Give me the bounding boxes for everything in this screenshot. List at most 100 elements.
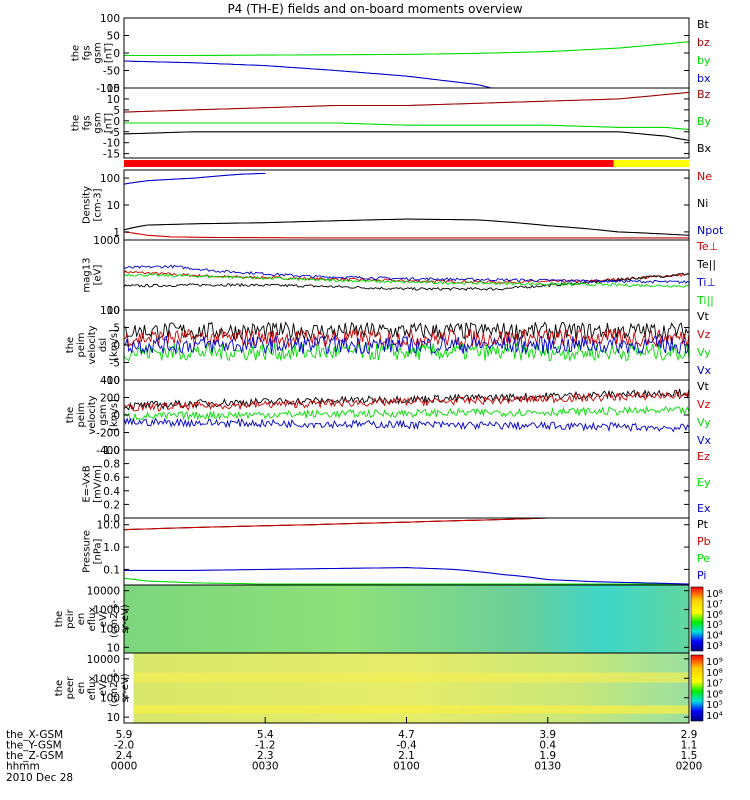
y-tick-label: 0.8: [103, 459, 120, 471]
y-tick-label: 10: [107, 305, 120, 317]
legend-density-2: Npot: [697, 224, 724, 237]
y-axis-label: thepeirenefluxeV/(cm2-s-sr-eV): [54, 600, 131, 638]
y-axis-label: E=-VxB[mV/m]: [82, 465, 104, 503]
y-tick-label: -400: [96, 445, 120, 457]
panel-vel_gsm: Vt Vz Vy Vx 400 200 0 -200 -400 thepeimvelocitygs…: [65, 375, 712, 457]
legend-temps-3: Ti||: [696, 294, 714, 307]
panel-frame: [123, 17, 690, 89]
series-temps-3: [123, 273, 690, 288]
legend-temps-0: Te⊥: [696, 240, 718, 253]
y-axis-label: thepeerenefluxeV/(cm2-s-sr-eV): [54, 669, 131, 707]
y-tick-label: 0.2: [103, 499, 120, 511]
x-row-value: 4.7: [398, 729, 415, 741]
y-axis-label-line: peer: [65, 676, 76, 700]
panel-frame: [123, 239, 690, 311]
series-pressure-1: [123, 517, 548, 531]
x-row-label: the_Y-GSM: [6, 740, 62, 752]
y-tick-label: 100: [100, 173, 120, 185]
y-axis-label: thefgsgsm[nT]: [71, 42, 115, 63]
y-tick-label: 400: [100, 375, 120, 387]
y-tick-label: 50: [107, 31, 120, 43]
x-row-label: the_X-GSM: [6, 729, 63, 741]
colorbar-label: 10⁷: [706, 599, 723, 610]
date-label: 2010 Dec 28: [6, 772, 73, 784]
series-density-0: [123, 231, 689, 239]
series-fgs_dsl-2: [124, 41, 690, 57]
x-row-label: hhmm: [6, 761, 40, 773]
y-tick-label: 1000: [93, 673, 120, 685]
panel-peir_eflux: 10⁸10⁷10⁶10⁵10⁴10³10000100010010thepeire…: [54, 584, 723, 654]
legend-fgs_gsm-2: Bx: [697, 142, 712, 155]
y-axis-label: thepeimvelocitygsm[km/s]: [65, 395, 120, 434]
y-tick-label: -50: [103, 66, 120, 78]
y-tick-label: 5: [113, 323, 120, 335]
y-axis-label-line: [km/s]: [109, 329, 120, 361]
colorbar-label: 10⁴: [706, 631, 723, 642]
legend-vel_gsm-3: Vx: [697, 434, 712, 447]
mode-segment-1: [613, 160, 689, 167]
series-vel_gsm-2: [123, 405, 690, 421]
y-tick-label: 10: [107, 642, 120, 654]
heatmap-band-upper: [133, 672, 689, 683]
legend-vel_gsm-1: Vz: [697, 398, 711, 411]
y-tick-label: 10000: [87, 654, 120, 666]
legend-pressure-0: Pt: [697, 518, 709, 531]
legend-vel_dsl-1: Vz: [697, 328, 711, 341]
legend-fgs_dsl-1: bz: [697, 36, 710, 49]
y-tick-label: 0: [113, 410, 120, 422]
legend-density-0: Ne: [697, 170, 712, 183]
heatmap-band-lower: [133, 705, 689, 714]
y-axis-label-line: eV/: [98, 610, 109, 627]
y-tick-label: 100: [100, 693, 120, 705]
y-tick-label: 0: [113, 340, 120, 352]
y-axis-label-line: [km/s]: [109, 399, 120, 431]
y-tick-label: 200: [100, 393, 120, 405]
y-axis-label-line: eV/: [98, 679, 109, 696]
series-fgs_gsm-1: [124, 122, 690, 131]
heatmap-gap: [124, 653, 134, 723]
legend-temps-1: Te||: [696, 258, 716, 271]
y-axis-label-line: fgs: [82, 45, 93, 60]
y-tick-label: 0.0: [103, 513, 120, 525]
y-tick-label: 0.4: [103, 486, 120, 498]
colorbar: [690, 586, 704, 652]
x-row-value: 0200: [676, 761, 703, 773]
series-fgs_dsl-3: [123, 60, 492, 89]
panel-frame: [123, 517, 690, 586]
legend-temps-2: Ti⊥: [696, 276, 716, 289]
y-tick-label: 0.6: [103, 472, 120, 484]
y-axis-label-line: peim: [76, 402, 87, 427]
colorbar-label: 10⁷: [706, 679, 723, 690]
y-tick-label: 100: [100, 305, 120, 317]
y-axis-label: Pressure[nPa]: [82, 530, 104, 573]
y-axis-label-line: [cm-3]: [93, 188, 104, 221]
y-tick-label: 1000: [93, 235, 120, 247]
x-row-value: -2.0: [114, 740, 135, 752]
y-tick-label: -5: [110, 358, 120, 370]
legend-efield-1: Ey: [697, 476, 711, 489]
y-tick-label: 0: [113, 116, 120, 128]
y-axis-label-line: gsm: [98, 404, 109, 425]
y-tick-label: 10: [107, 200, 120, 212]
y-tick-label: 1000: [93, 605, 120, 617]
y-tick-label: 100: [100, 623, 120, 635]
y-axis-label: Density[cm-3]: [82, 186, 104, 224]
y-tick-label: 10: [107, 712, 120, 724]
legend-pressure-1: Pb: [697, 535, 711, 548]
y-tick-label: 1.0: [103, 445, 120, 457]
y-axis-label-line: (cm2-s-: [109, 600, 120, 638]
x-row-value: 1.9: [539, 750, 556, 762]
legend-efield-2: Ex: [697, 502, 711, 515]
y-axis-label-line: peir: [65, 608, 76, 628]
y-axis-label-line: [eV]: [93, 265, 104, 286]
legend-density-1: Ni: [697, 197, 708, 210]
y-tick-label: -15: [103, 149, 120, 161]
y-axis-label-line: [nT]: [104, 113, 115, 133]
series-fgs_gsm-0: [123, 91, 690, 113]
y-axis-label-line: Density: [82, 186, 93, 224]
x-row-value: 0030: [252, 761, 279, 773]
y-tick-label: -200: [96, 428, 120, 440]
x-row-value: 0100: [393, 761, 420, 773]
colorbar-label: 10⁶: [706, 689, 723, 700]
y-axis-label-line: gsm: [93, 112, 104, 133]
